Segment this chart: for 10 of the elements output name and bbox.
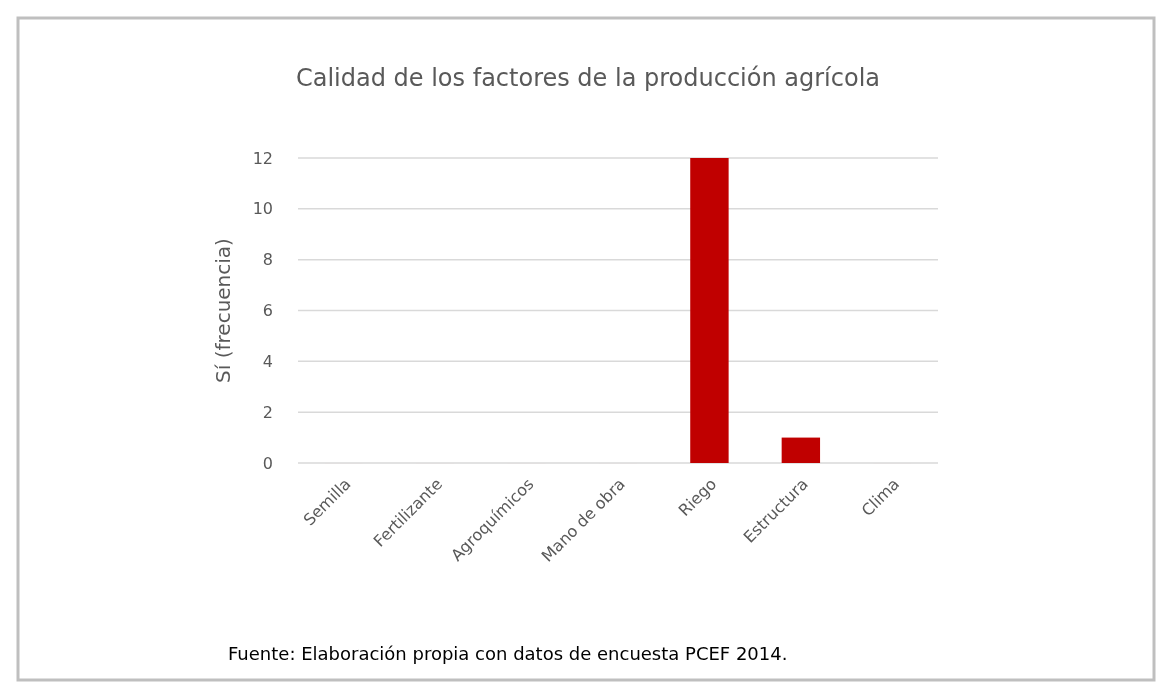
y-tick-label: 12 [252,148,273,168]
y-tick-label: 10 [252,199,273,219]
y-tick-label: 2 [262,402,273,422]
y-tick-label: 0 [262,453,273,473]
y-tick-label: 8 [262,250,273,270]
chart-title: Calidad de los factores de la producción agrícola [295,64,881,92]
y-tick-label: 6 [262,301,273,321]
y-tick-label: 4 [262,351,273,371]
y-axis-title: Sí (frecuencia) [211,238,235,383]
source-note: Fuente: Elaboración propia con datos de encuesta PCEF 2014. [228,643,788,664]
